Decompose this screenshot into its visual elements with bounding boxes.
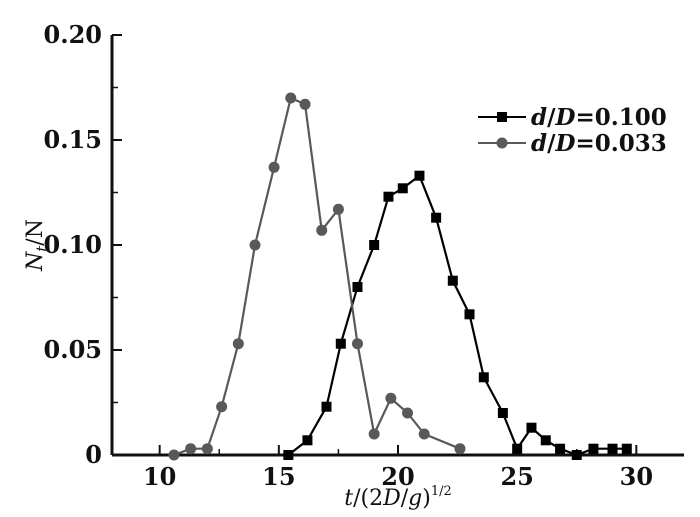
data-point <box>512 443 523 454</box>
data-point <box>402 407 414 419</box>
data-point <box>352 282 363 292</box>
x-tick-label: 20 <box>381 462 414 491</box>
data-point <box>316 224 328 236</box>
data-point <box>621 443 632 454</box>
data-point <box>478 372 489 383</box>
x-axis-label: t/(2D/g)1/2 <box>344 484 452 511</box>
y-ticks: 0 0.05 0.10 0.15 0.20 <box>44 20 122 469</box>
data-point <box>383 191 394 202</box>
data-point <box>216 401 228 413</box>
legend-label-0: d/D=0.100 <box>531 104 667 131</box>
x-tick-label: 10 <box>143 462 176 491</box>
y-tick-label: 0.10 <box>44 230 102 259</box>
data-point <box>385 392 397 404</box>
legend-entry-0: d/D=0.100 <box>478 104 667 131</box>
data-point <box>285 92 297 104</box>
data-point <box>332 203 344 215</box>
data-point <box>397 183 408 194</box>
data-point <box>185 443 197 455</box>
series-0 <box>283 170 632 460</box>
data-point <box>526 422 537 433</box>
data-point <box>368 428 380 440</box>
x-tick-label: 15 <box>262 462 295 491</box>
x-tick-label: 30 <box>620 462 653 491</box>
data-point <box>168 449 180 461</box>
data-point <box>555 443 566 454</box>
data-point <box>607 443 618 454</box>
data-point <box>464 309 475 320</box>
data-point <box>299 98 311 110</box>
plot-frame <box>110 35 684 457</box>
data-point <box>588 443 599 454</box>
data-point <box>431 212 442 223</box>
y-axis-label: Nt/N <box>23 219 51 272</box>
data-point <box>454 443 466 455</box>
series-layer <box>168 92 632 461</box>
y-tick-label: 0 <box>85 440 102 469</box>
data-point <box>540 435 551 446</box>
legend-swatch-marker-1 <box>496 137 508 149</box>
data-point <box>321 401 332 412</box>
series-1 <box>168 92 466 461</box>
legend: d/D=0.100 d/D=0.033 <box>478 104 667 157</box>
y-tick-label: 0.15 <box>44 125 102 154</box>
data-point <box>351 338 363 350</box>
legend-swatch-marker-0 <box>497 112 507 122</box>
data-point <box>369 240 380 250</box>
legend-entry-1: d/D=0.033 <box>478 130 667 157</box>
data-point <box>249 239 261 251</box>
data-point <box>283 450 294 460</box>
x-ticks: 10 15 20 25 30 <box>143 445 653 491</box>
data-point <box>497 408 508 418</box>
data-point <box>414 170 425 181</box>
data-point <box>447 275 458 286</box>
data-point <box>201 443 213 455</box>
y-tick-label: 0.05 <box>44 335 102 364</box>
data-point <box>232 338 244 350</box>
data-point <box>335 338 346 349</box>
data-point <box>418 428 430 440</box>
data-point <box>302 435 313 446</box>
series-line-0 <box>287 174 627 457</box>
series-line-1 <box>173 96 461 457</box>
data-point <box>571 450 582 460</box>
legend-label-1: d/D=0.033 <box>531 130 667 157</box>
x-tick-label: 25 <box>500 462 533 491</box>
y-tick-label: 0.20 <box>44 20 102 49</box>
data-point <box>268 161 280 173</box>
